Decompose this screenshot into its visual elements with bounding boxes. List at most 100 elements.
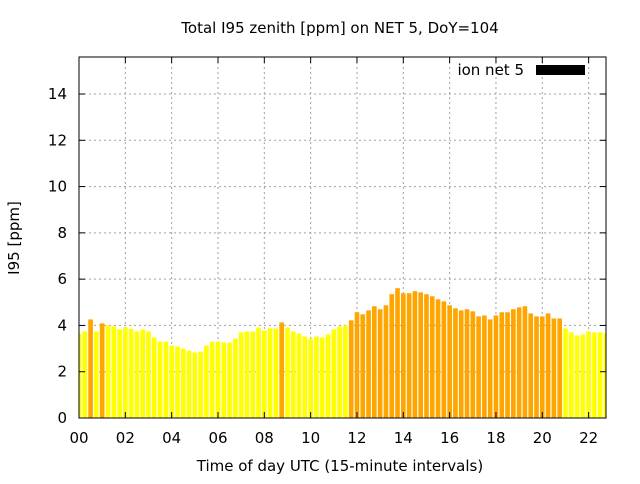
bar [163, 341, 169, 418]
y-tick-label: 0 [57, 409, 67, 427]
bar [418, 292, 423, 418]
legend-label: ion net 5 [457, 61, 524, 79]
bar [464, 309, 470, 418]
bar [597, 332, 603, 418]
x-tick-label: 18 [486, 429, 505, 447]
legend-swatch [536, 65, 585, 75]
chart-title: Total I95 zenith [ppm] on NET 5, DoY=104 [180, 19, 498, 37]
bar [302, 336, 308, 418]
x-tick-label: 06 [208, 429, 227, 447]
bar [539, 316, 545, 418]
bar [267, 328, 273, 418]
x-tick-label: 00 [69, 429, 88, 447]
bar [366, 310, 371, 418]
bar [128, 328, 134, 418]
bar [563, 328, 568, 418]
bar [354, 312, 360, 418]
bar [180, 348, 186, 418]
bar [482, 315, 487, 418]
bar [157, 341, 163, 418]
bar [146, 331, 151, 418]
bar [453, 308, 458, 418]
bar [209, 341, 215, 418]
bar [256, 327, 261, 418]
bar [204, 345, 209, 418]
bar [603, 333, 606, 418]
bar [522, 306, 528, 418]
bar [372, 306, 377, 418]
y-tick-label: 8 [57, 224, 67, 242]
bar [406, 293, 412, 418]
bar [348, 320, 354, 418]
bar [383, 305, 389, 418]
y-tick-label: 2 [57, 363, 67, 381]
bar [499, 312, 505, 418]
bar [221, 342, 227, 418]
bar [528, 313, 534, 418]
bar [319, 337, 325, 418]
x-tick-label: 22 [579, 429, 598, 447]
y-tick-label: 10 [48, 178, 67, 196]
bar [273, 328, 279, 418]
bar [79, 333, 82, 418]
bar [134, 331, 140, 418]
bar [476, 316, 481, 418]
bar [151, 337, 157, 418]
bar [580, 334, 586, 418]
x-tick-label: 20 [533, 429, 552, 447]
bar [186, 350, 192, 418]
bar [238, 332, 244, 418]
x-tick-label: 12 [347, 429, 366, 447]
bar [308, 338, 313, 418]
bar [99, 323, 105, 418]
bar [574, 335, 580, 418]
bar [592, 332, 597, 418]
bar [458, 310, 464, 418]
bar [244, 331, 250, 418]
bar [487, 319, 493, 418]
bar [534, 316, 539, 418]
bar [586, 331, 591, 418]
bar [117, 329, 122, 418]
bar [551, 318, 557, 418]
bar [285, 327, 290, 418]
bar [250, 331, 256, 418]
bar [360, 314, 366, 418]
bar [429, 296, 435, 418]
bar [377, 309, 383, 418]
bar [325, 334, 331, 418]
bar [331, 329, 337, 418]
y-tick-label: 12 [48, 131, 67, 149]
bar [447, 305, 452, 418]
bar [169, 345, 174, 418]
bar [505, 312, 510, 418]
plot-frame [78, 56, 607, 419]
bar [140, 329, 146, 418]
bar [233, 338, 238, 418]
bar [290, 331, 296, 418]
bar [88, 319, 93, 418]
x-axis-label: Time of day UTC (15-minute intervals) [196, 457, 483, 475]
bar [227, 342, 232, 418]
bar [82, 331, 88, 418]
bar [568, 332, 574, 418]
y-tick-label: 4 [57, 316, 67, 334]
bar [337, 326, 342, 418]
bar [441, 301, 447, 418]
bar [424, 294, 429, 418]
x-tick-label: 16 [440, 429, 459, 447]
bar [111, 326, 117, 418]
bar [105, 325, 111, 418]
x-tick-label: 08 [255, 429, 274, 447]
bars [79, 288, 606, 418]
bar [262, 330, 267, 418]
bar [198, 351, 203, 418]
bar [123, 327, 128, 418]
bar [215, 341, 221, 418]
bar [389, 294, 395, 418]
bar [395, 288, 400, 418]
bar [470, 311, 476, 418]
